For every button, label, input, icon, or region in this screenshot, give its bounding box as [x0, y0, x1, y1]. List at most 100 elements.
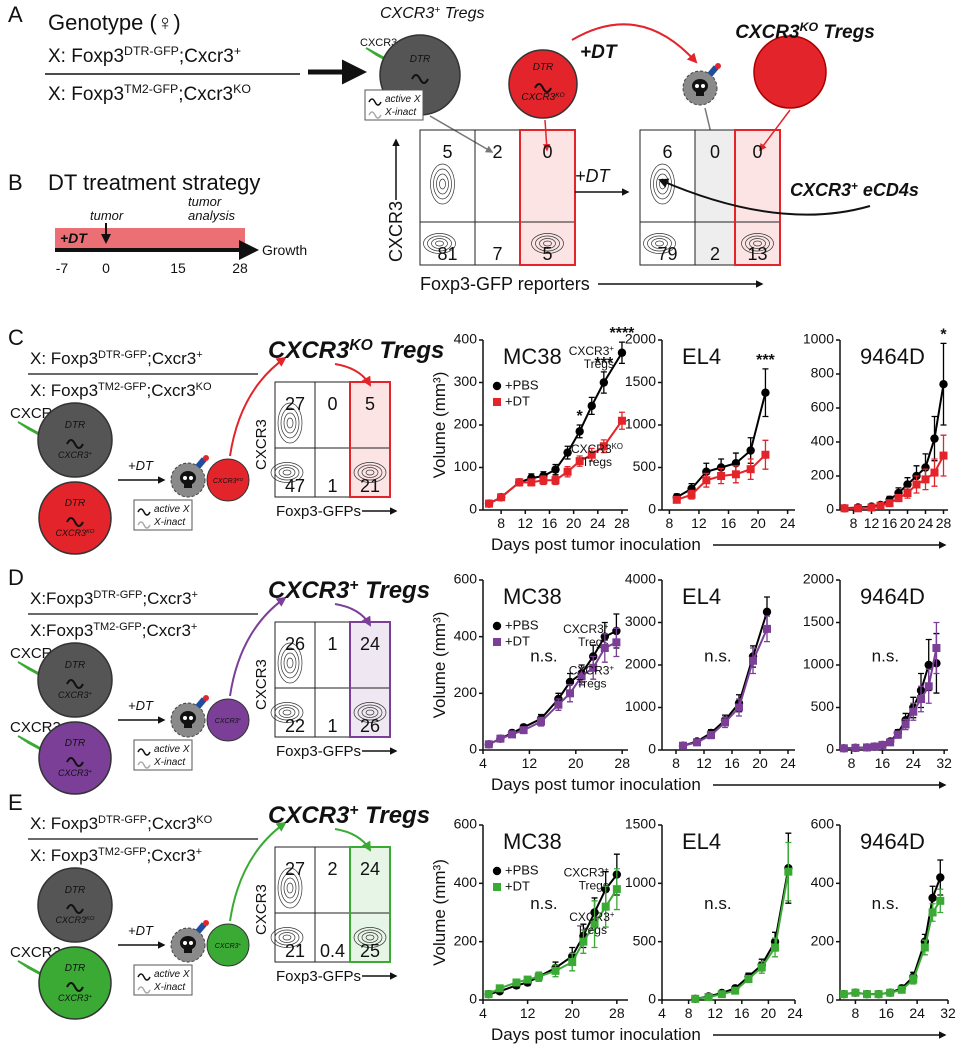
data-point	[600, 644, 609, 652]
superscript: KO	[237, 477, 244, 482]
quadrant-value: 27	[285, 859, 305, 879]
contour	[282, 469, 292, 476]
data-point	[839, 744, 848, 753]
genotype-line: X: Foxp3DTR-GFP;Cxcr3KO	[30, 814, 213, 833]
x-legend-icon	[137, 748, 151, 756]
text-part: ;Cxcr3	[142, 589, 191, 608]
receptor-label: CXCR3	[360, 37, 397, 49]
contour	[353, 702, 387, 723]
quadrant-value: 22	[285, 716, 305, 736]
significance-label: ***	[594, 355, 613, 372]
x-legend-box	[133, 739, 193, 771]
cell	[37, 867, 113, 943]
data-point	[519, 726, 528, 735]
x-tick-label: 28	[609, 1005, 625, 1021]
data-point	[672, 495, 681, 504]
x-tick-label: 8	[497, 515, 505, 531]
data-point	[599, 378, 609, 387]
y-tick-label: 600	[454, 816, 478, 832]
x-chromosome	[411, 74, 429, 84]
y-tick-label: 4000	[625, 571, 656, 587]
superscript: DTR-GFP	[98, 349, 147, 361]
panel-letter: C	[8, 325, 24, 350]
text-part: Tregs	[584, 357, 614, 371]
contour	[270, 702, 304, 723]
series-annotation: Tregs	[582, 455, 612, 469]
dt-toxin	[195, 922, 207, 934]
text-part: CXCR3	[563, 622, 604, 636]
x-tick-label: 8	[672, 755, 680, 771]
text-part: CXCR3	[569, 910, 610, 924]
contour	[357, 929, 383, 946]
data-point	[840, 504, 849, 513]
data-point	[716, 463, 726, 472]
x-legend-box	[133, 499, 193, 531]
quadrant-value: 0	[542, 142, 552, 162]
dt-toxin-tip	[203, 920, 209, 926]
cell	[37, 642, 113, 718]
contour	[274, 464, 300, 481]
skull-eye	[695, 84, 699, 88]
quadrant-value: 79	[657, 244, 677, 264]
contour	[282, 709, 292, 716]
data-point	[936, 896, 945, 905]
text-part: CXCR3	[569, 344, 610, 358]
superscript: +	[434, 5, 440, 16]
x-tick-label: 8	[848, 755, 856, 771]
data-point	[731, 986, 740, 995]
y-tick-label: 2000	[803, 571, 834, 587]
x-tick-label: 12	[520, 1005, 536, 1021]
text-part: CXCR3	[215, 718, 239, 725]
cell-text: CXCR3+	[58, 768, 93, 778]
x-tick-label: 28	[936, 515, 952, 531]
data-point	[484, 990, 493, 999]
text-part: CXCR3	[268, 337, 350, 364]
contour	[353, 462, 387, 483]
contour	[430, 163, 455, 205]
y-tick-label: 400	[454, 627, 478, 643]
contour	[650, 163, 675, 205]
chart-title: 9464D	[860, 344, 925, 369]
x-tick-label: 16	[721, 515, 737, 531]
text-part: X: Foxp3	[30, 349, 98, 368]
superscript: KO	[349, 337, 372, 354]
x-chromosome	[66, 757, 84, 767]
contour	[539, 238, 556, 249]
superscript: +	[191, 621, 197, 633]
skull	[180, 471, 196, 485]
y-axis-title: Volume (mm³)	[430, 859, 449, 966]
cell	[206, 458, 250, 502]
cell	[38, 721, 112, 795]
series-annotation: Tregs	[577, 923, 607, 937]
quadrant-value: 5	[542, 244, 552, 264]
cell	[206, 923, 250, 967]
quadrant-value: 21	[285, 941, 305, 961]
flow-axis-title: CXCR3	[253, 659, 270, 710]
flow-axis-title: CXCR3	[253, 419, 270, 470]
superscript: +	[89, 994, 93, 1000]
y-tick-label: 200	[454, 684, 478, 700]
data-point	[932, 644, 941, 652]
x-tick-label: 12	[518, 515, 534, 531]
superscript: +	[89, 691, 93, 697]
data-point	[762, 607, 772, 617]
y-tick-label: 2000	[625, 331, 656, 347]
data-point	[746, 446, 755, 455]
x-legend-icon	[137, 521, 151, 529]
x-axis-title: Days post tumor inoculation	[491, 1025, 701, 1044]
x-tick-label: 4	[479, 755, 487, 771]
timeline-label: tumor	[90, 208, 124, 223]
quadrant-value: 25	[360, 941, 380, 961]
y-tick-label: 500	[633, 458, 657, 474]
x-tick-label: 20	[566, 515, 582, 531]
treatment-label: +DT	[128, 923, 154, 938]
genotype-line: X: Foxp3DTR-GFP;Cxcr3+	[48, 44, 241, 67]
data-point	[920, 943, 929, 952]
series-annotation: CXCR3KO	[571, 441, 623, 456]
timeline-axis-label: Growth	[262, 242, 307, 258]
data-point	[893, 730, 902, 739]
superscript: +	[196, 846, 202, 858]
data-point	[702, 476, 711, 485]
significance-label: ****	[610, 325, 636, 342]
